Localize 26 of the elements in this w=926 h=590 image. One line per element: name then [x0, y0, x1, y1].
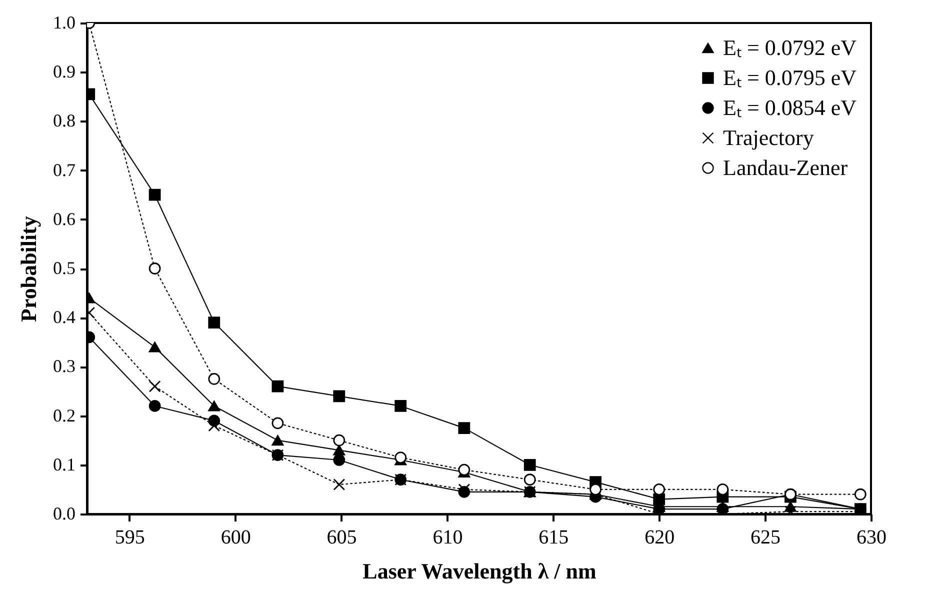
y-tick-label: 0.5	[53, 258, 76, 278]
y-tick-label: 0.2	[53, 405, 76, 426]
legend-label: Landau-Zener	[723, 155, 848, 180]
legend-label: Eₜ = 0.0792 eV	[723, 35, 857, 60]
x-axis-title: Laser Wavelength λ / nm	[362, 558, 596, 584]
x-tick-label: 595	[114, 526, 145, 548]
x-tick-label: 630	[856, 526, 886, 548]
y-tick-label: 0.8	[53, 110, 76, 131]
y-tick-label: 0.9	[53, 62, 76, 82]
y-axis-title: Probability	[16, 216, 41, 322]
x-tick-label: 625	[750, 526, 781, 548]
x-tick-label: 600	[220, 526, 251, 548]
x-tick-label: 610	[432, 526, 463, 548]
y-tick-label: 0.3	[53, 356, 76, 376]
x-tick-label: 620	[644, 526, 675, 548]
y-tick-label: 1.0	[53, 12, 76, 32]
x-tick-label: 605	[326, 526, 357, 548]
legend-label: Eₜ = 0.0854 eV	[723, 95, 857, 120]
x-tick-label: 615	[538, 526, 569, 548]
y-tick-label: 0.0	[53, 504, 76, 524]
y-tick-label: 0.6	[53, 208, 76, 229]
legend-label: Eₜ = 0.0795 eV	[723, 65, 857, 90]
y-tick-label: 0.4	[53, 307, 76, 328]
y-tick-label: 0.1	[53, 454, 76, 474]
y-tick-label: 0.7	[53, 160, 76, 180]
legend-label: Trajectory	[723, 125, 814, 150]
